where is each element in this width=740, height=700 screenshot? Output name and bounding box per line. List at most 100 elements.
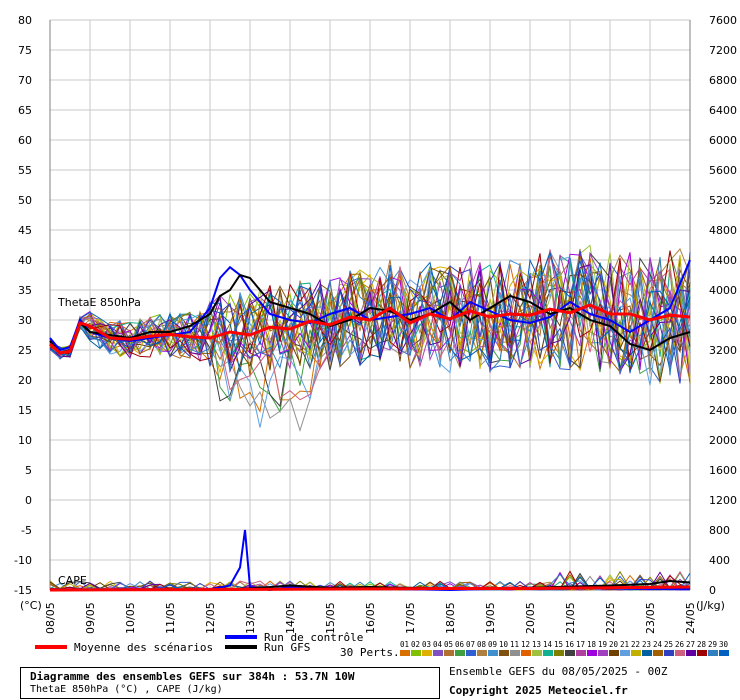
pert-number: 14 <box>543 640 553 649</box>
right-tick-label: 7200 <box>709 44 737 57</box>
pert-number: 21 <box>620 640 629 649</box>
pert-swatch <box>422 650 432 656</box>
left-tick-label: 80 <box>18 14 32 27</box>
pert-number: 03 <box>422 640 431 649</box>
pert-swatch <box>719 650 729 656</box>
pert-number: 26 <box>675 640 685 649</box>
x-tick-label: 19/05 <box>484 602 497 634</box>
right-tick-label: 1600 <box>709 464 737 477</box>
pert-number: 10 <box>499 640 509 649</box>
right-axis-ticks: 7600720068006400600056005200480044004000… <box>709 14 737 597</box>
right-tick-label: 3200 <box>709 344 737 357</box>
pert-number: 11 <box>510 640 519 649</box>
pert-swatch <box>400 650 410 656</box>
pert-number: 25 <box>664 640 673 649</box>
x-tick-label: 15/05 <box>324 602 337 634</box>
control-legend-label: Run de contrôle <box>264 631 363 644</box>
pert-swatch <box>653 650 663 656</box>
pert-swatch <box>587 650 597 656</box>
x-tick-label: 08/05 <box>44 602 57 634</box>
pert-number: 17 <box>576 640 585 649</box>
left-tick-label: 35 <box>18 284 32 297</box>
pert-number: 06 <box>455 640 465 649</box>
pert-number: 01 <box>400 640 409 649</box>
pert-swatch <box>433 650 443 656</box>
right-tick-label: 4800 <box>709 224 737 237</box>
pert-number: 05 <box>444 640 453 649</box>
x-tick-label: 12/05 <box>204 602 217 634</box>
x-tick-label: 13/05 <box>244 602 257 634</box>
left-tick-label: 30 <box>18 314 32 327</box>
pert-number: 07 <box>466 640 475 649</box>
pert-swatch <box>521 650 531 656</box>
pert-swatch <box>598 650 608 656</box>
pert-number: 23 <box>642 640 651 649</box>
left-tick-label: 55 <box>18 164 32 177</box>
main-lines <box>48 259 691 592</box>
right-tick-label: 2400 <box>709 404 737 417</box>
right-tick-label: 0 <box>709 584 716 597</box>
pert-swatch <box>444 650 454 656</box>
mean-cape-line <box>49 585 691 592</box>
x-tick-label: 11/05 <box>164 602 177 634</box>
x-tick-label: 09/05 <box>84 602 97 634</box>
left-tick-label: 50 <box>18 194 32 207</box>
thetae-label: ThetaE 850hPa <box>57 296 141 309</box>
left-tick-label: 5 <box>25 464 32 477</box>
pert-number: 13 <box>532 640 541 649</box>
pert-swatch <box>543 650 553 656</box>
pert-swatch <box>708 650 718 656</box>
gfs-legend-label: Run GFS <box>264 641 310 654</box>
pert-swatch <box>697 650 707 656</box>
pert-swatch <box>620 650 630 656</box>
left-tick-label: 20 <box>18 374 32 387</box>
pert-swatch <box>576 650 586 656</box>
left-tick-label: -5 <box>21 524 32 537</box>
pert-number: 15 <box>554 640 563 649</box>
mean-legend-label: Moyenne des scénarios <box>74 641 213 654</box>
left-tick-label: 40 <box>18 254 32 267</box>
pert-swatch <box>565 650 575 656</box>
pert-number: 28 <box>697 640 707 649</box>
right-tick-label: 2800 <box>709 374 737 387</box>
pert-swatch <box>466 650 476 656</box>
x-tick-label: 16/05 <box>364 602 377 634</box>
pert-swatch <box>664 650 674 656</box>
pert-number: 19 <box>598 640 607 649</box>
right-tick-label: 400 <box>709 554 730 567</box>
pert-swatch <box>675 650 685 656</box>
pert-number: 18 <box>587 640 597 649</box>
left-tick-label: -15 <box>14 584 32 597</box>
x-tick-label: 17/05 <box>404 602 417 634</box>
x-tick-label: 22/05 <box>604 602 617 634</box>
pert-swatch <box>477 650 487 656</box>
left-tick-label: 10 <box>18 434 32 447</box>
perts-label: 30 Perts. <box>340 646 400 659</box>
pert-line <box>49 256 691 376</box>
left-tick-label: 70 <box>18 74 32 87</box>
pert-number: 20 <box>609 640 619 649</box>
x-tick-label: 14/05 <box>284 602 297 634</box>
right-tick-label: 800 <box>709 524 730 537</box>
pert-number: 12 <box>521 640 530 649</box>
left-tick-label: 60 <box>18 134 32 147</box>
pert-swatch <box>499 650 509 656</box>
left-tick-label: 25 <box>18 344 32 357</box>
right-tick-label: 4000 <box>709 284 737 297</box>
perturbation-lines <box>49 244 691 433</box>
pert-line <box>49 251 691 408</box>
left-tick-label: 45 <box>18 224 32 237</box>
pert-line <box>49 250 691 372</box>
left-tick-label: 65 <box>18 104 32 117</box>
pert-number: 02 <box>411 640 420 649</box>
pert-number: 04 <box>433 640 443 649</box>
perturbation-key: 01 02 03 04 05 06 07 08 09 10 11 12 13 14 15 16 17 18 19 20… <box>400 640 729 656</box>
pert-swatch <box>411 650 421 656</box>
right-tick-label: 1200 <box>709 494 737 507</box>
left-tick-label: -10 <box>14 554 32 567</box>
run-info: Ensemble GEFS du 08/05/2025 - 00Z <box>449 665 668 678</box>
pert-swatch <box>642 650 652 656</box>
x-tick-label: 10/05 <box>124 602 137 634</box>
